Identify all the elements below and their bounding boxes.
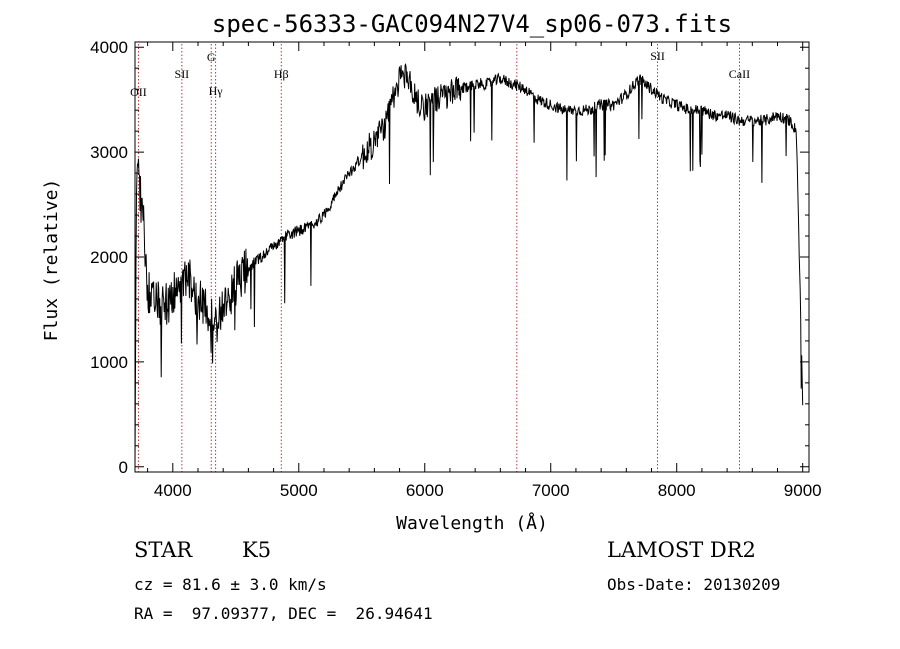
x-axis-label: Wavelength (Å): [396, 512, 548, 534]
line-label: OII: [130, 85, 147, 99]
line-label: SII: [175, 67, 190, 81]
line-label: SII: [650, 49, 665, 63]
line-label: CaII: [729, 67, 750, 81]
y-tick-label: 0: [119, 458, 128, 477]
spectrum-series: [134, 62, 804, 467]
chart-title: spec-56333-GAC094N27V4_sp06-073.fits: [212, 10, 732, 38]
coordinates: RA = 97.09377, DEC = 26.94641: [134, 604, 433, 623]
star-subclass: K5: [242, 538, 272, 562]
observation-date: Obs-Date: 20130209: [607, 575, 781, 594]
x-tick-label: 9000: [784, 481, 822, 500]
x-tick-label: 7000: [532, 481, 570, 500]
plot-frame: [134, 41, 810, 473]
x-tick-label: 8000: [658, 481, 696, 500]
line-label: G: [207, 50, 216, 64]
x-tick-label: 5000: [280, 481, 318, 500]
y-tick-label: 4000: [90, 38, 128, 57]
x-tick-label: 6000: [406, 481, 444, 500]
line-label: Hγ: [209, 84, 224, 98]
redshift-cz: cz = 81.6 ± 3.0 km/s: [134, 575, 327, 594]
star-class: STAR: [134, 538, 193, 562]
y-tick-label: 3000: [90, 143, 128, 162]
y-tick-label: 2000: [90, 248, 128, 267]
y-axis-label: Flux (relative): [41, 179, 62, 342]
line-label: Hβ: [274, 67, 289, 81]
y-tick-label: 1000: [90, 353, 128, 372]
survey-name: LAMOST DR2: [607, 538, 756, 562]
x-tick-label: 4000: [154, 481, 192, 500]
